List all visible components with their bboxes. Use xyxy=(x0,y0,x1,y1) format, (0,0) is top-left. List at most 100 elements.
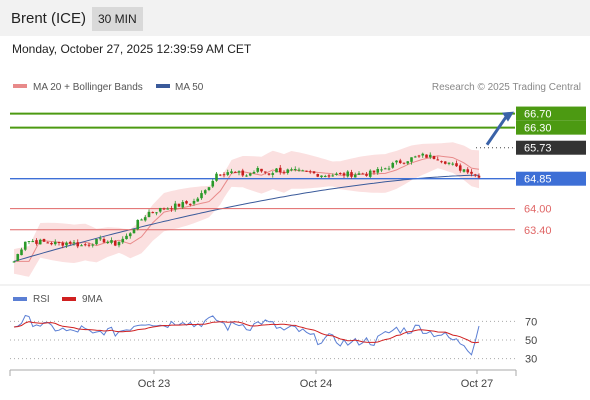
candle-body xyxy=(263,171,267,173)
ma20-legend-label: MA 20 + Bollinger Bands xyxy=(33,82,143,93)
candle-body xyxy=(316,173,320,177)
candle-body xyxy=(20,249,23,256)
ma50-line xyxy=(13,174,479,262)
candle-body xyxy=(267,173,271,175)
candle-body xyxy=(320,175,323,178)
resistance-level-label: 66.30 xyxy=(524,123,552,135)
candle-body xyxy=(421,153,425,156)
candle-body xyxy=(338,173,342,175)
candle-body xyxy=(68,241,72,244)
ma50-legend-swatch xyxy=(156,84,170,88)
candle-body xyxy=(301,170,305,172)
candle-body xyxy=(76,242,80,247)
x-tick-label: Oct 23 xyxy=(138,378,170,390)
resistance-level-tag xyxy=(516,120,586,135)
candle-body xyxy=(147,211,151,218)
candle-body xyxy=(121,238,125,243)
candle-body xyxy=(368,170,372,177)
candle-body xyxy=(413,156,417,158)
candle-body xyxy=(140,219,143,221)
candle-body xyxy=(173,203,177,210)
candle-body xyxy=(470,171,473,174)
candle-body xyxy=(80,245,83,247)
candle-body xyxy=(91,244,95,246)
candle-body xyxy=(380,169,383,171)
candle-body xyxy=(46,242,50,244)
candle-body xyxy=(383,168,387,170)
candle-body xyxy=(132,229,136,234)
candle-body xyxy=(473,174,477,176)
bollinger-band-area xyxy=(14,142,479,277)
candle-body xyxy=(211,180,215,187)
candle-body xyxy=(38,239,42,245)
candles xyxy=(12,152,481,263)
candle-body xyxy=(425,154,428,158)
timeframe-button[interactable]: 30 MIN xyxy=(92,7,143,31)
candle-body xyxy=(83,244,87,246)
rsi-legend-label: RSI xyxy=(33,294,50,305)
candle-body xyxy=(207,187,211,191)
candle-body xyxy=(260,168,263,172)
candle-body xyxy=(410,157,413,162)
last-price-tag xyxy=(516,140,586,155)
candle-body xyxy=(143,217,147,221)
support-level-label: 64.00 xyxy=(524,204,552,216)
candle-body xyxy=(447,162,451,164)
candle-body xyxy=(57,242,61,244)
candle-body xyxy=(170,208,173,210)
candle-body xyxy=(455,163,458,167)
candle-body xyxy=(305,170,308,172)
candle-body xyxy=(181,202,185,208)
candle-body xyxy=(331,175,335,177)
last-price-label: 65.73 xyxy=(524,143,552,155)
instrument-name: Brent (ICE) xyxy=(11,10,87,27)
candle-body xyxy=(440,161,443,163)
candle-body xyxy=(230,171,233,174)
candle-body xyxy=(233,171,237,173)
rsi-tick-label: 70 xyxy=(525,316,537,328)
rsi-legend-swatch xyxy=(13,297,27,301)
candle-body xyxy=(312,171,316,174)
candle-body xyxy=(113,241,117,246)
candle-body xyxy=(350,172,353,177)
candle-body xyxy=(248,173,252,176)
candle-body xyxy=(372,170,376,173)
candle-body xyxy=(398,160,402,164)
candle-body xyxy=(106,241,110,244)
candle-body xyxy=(241,170,245,176)
ma20-line xyxy=(14,155,480,262)
candle-body xyxy=(432,155,436,159)
candle-body xyxy=(128,233,132,237)
candle-body xyxy=(271,173,275,175)
rsi-ma-legend-label: 9MA xyxy=(82,294,103,305)
candle-body xyxy=(185,201,188,204)
candle-body xyxy=(158,207,162,212)
candle-body xyxy=(42,238,46,242)
candle-body xyxy=(177,203,181,207)
candle-body xyxy=(252,172,256,174)
candle-body xyxy=(297,169,301,171)
candle-body xyxy=(200,193,203,199)
candle-body xyxy=(215,173,218,181)
pivot-level-tag xyxy=(516,171,586,186)
rsi-panel: 70 50 30 xyxy=(10,314,537,366)
rsi-ma-legend-swatch xyxy=(62,297,76,301)
candle-body xyxy=(353,174,357,178)
candle-body xyxy=(237,171,241,173)
ma20-legend-swatch xyxy=(13,84,27,88)
moving-averages xyxy=(13,155,480,262)
candle-body xyxy=(428,154,432,158)
bollinger-band xyxy=(14,142,479,277)
candle-body xyxy=(376,168,380,173)
forecast-arrow-shaft xyxy=(485,114,509,146)
candle-body xyxy=(72,242,76,244)
resistance-level-tag xyxy=(516,106,586,121)
candle-body xyxy=(35,240,38,244)
candle-body xyxy=(188,203,192,205)
candle-body xyxy=(23,241,27,250)
candle-body xyxy=(462,169,466,172)
candle-body xyxy=(323,175,327,177)
candle-body xyxy=(151,212,155,214)
candle-body xyxy=(477,175,481,178)
